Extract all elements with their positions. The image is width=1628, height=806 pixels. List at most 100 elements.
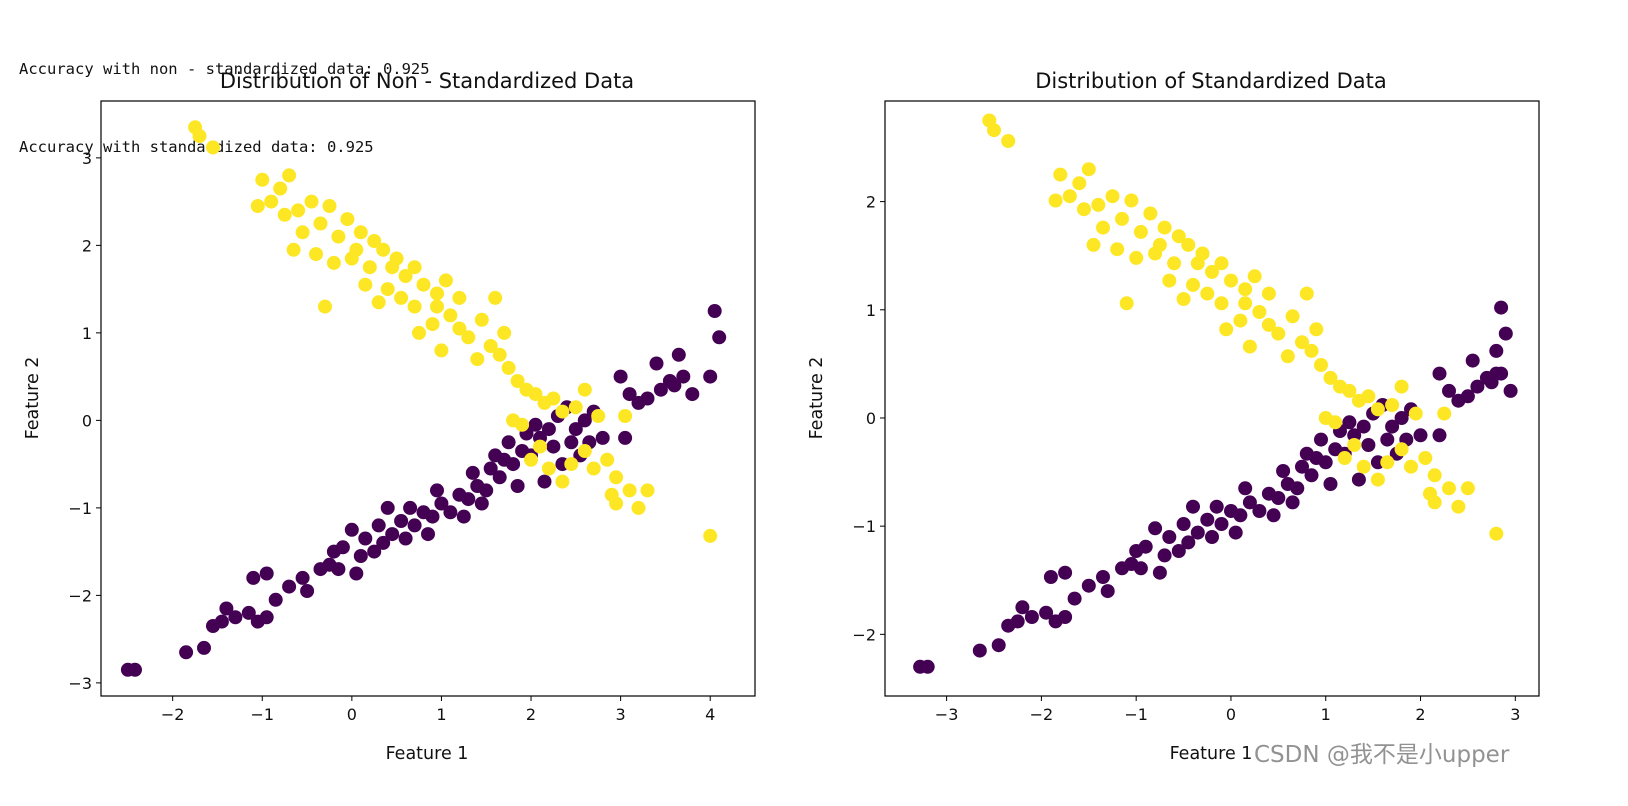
scatter-point-class-0 bbox=[1039, 605, 1054, 620]
scatter-point-class-0 bbox=[991, 638, 1006, 653]
y-axis-label: Feature 2 bbox=[23, 357, 43, 440]
scatter-point-class-0 bbox=[537, 474, 552, 489]
scatter-point-class-1 bbox=[591, 409, 606, 423]
scatter-point-class-1 bbox=[385, 260, 400, 275]
scatter-point-class-1 bbox=[1176, 292, 1191, 306]
x-tick-label: 2 bbox=[1415, 705, 1425, 724]
scatter-point-class-1 bbox=[1242, 339, 1257, 354]
scatter-point-class-0 bbox=[300, 584, 315, 598]
scatter-point-class-0 bbox=[1494, 300, 1509, 315]
x-tick-label: 1 bbox=[436, 705, 446, 724]
scatter-point-class-0 bbox=[1489, 343, 1504, 358]
scatter-points bbox=[120, 120, 727, 677]
scatter-point-class-1 bbox=[1190, 256, 1205, 271]
scatter-point-class-1 bbox=[362, 260, 377, 275]
scatter-point-class-0 bbox=[421, 527, 435, 542]
y-tick-label: −3 bbox=[68, 674, 92, 693]
scatter-point-class-1 bbox=[1408, 406, 1423, 421]
scatter-point-class-1 bbox=[371, 295, 386, 310]
scatter-point-class-1 bbox=[1385, 398, 1400, 412]
scatter-point-class-1 bbox=[577, 444, 592, 458]
scatter-point-class-1 bbox=[568, 400, 583, 415]
scatter-point-class-0 bbox=[1356, 419, 1371, 434]
scatter-point-class-0 bbox=[430, 483, 444, 498]
x-axis-label: Feature 1 bbox=[386, 744, 469, 764]
scatter-point-class-1 bbox=[1247, 269, 1262, 284]
scatter-point-class-0 bbox=[1385, 419, 1400, 434]
scatter-point-class-1 bbox=[318, 299, 332, 314]
scatter-point-class-1 bbox=[1129, 250, 1144, 265]
x-tick-label: −1 bbox=[250, 705, 274, 724]
scatter-point-class-0 bbox=[1361, 438, 1376, 452]
scatter-point-class-0 bbox=[1214, 517, 1229, 531]
scatter-point-class-1 bbox=[1224, 273, 1238, 288]
scatter-point-class-1 bbox=[1285, 309, 1300, 324]
scatter-point-class-1 bbox=[1219, 322, 1234, 337]
scatter-point-class-0 bbox=[1413, 428, 1428, 443]
scatter-point-class-1 bbox=[407, 260, 422, 275]
scatter-point-class-1 bbox=[510, 374, 525, 388]
x-tick-label: 0 bbox=[1226, 705, 1236, 724]
scatter-point-class-1 bbox=[497, 325, 512, 340]
scatter-point-class-1 bbox=[367, 234, 382, 248]
scatter-point-class-1 bbox=[277, 207, 292, 222]
x-tick-label: 3 bbox=[1510, 705, 1520, 724]
scatter-point-class-0 bbox=[1285, 495, 1300, 510]
scatter-point-class-1 bbox=[430, 299, 444, 314]
scatter-point-class-1 bbox=[546, 391, 561, 406]
scatter-point-class-0 bbox=[712, 330, 727, 345]
scatter-point-class-1 bbox=[326, 255, 341, 270]
scatter-point-class-0 bbox=[1058, 565, 1073, 580]
scatter-point-class-1 bbox=[1314, 358, 1328, 372]
scatter-point-class-1 bbox=[488, 290, 503, 305]
scatter-point-class-1 bbox=[206, 140, 220, 155]
scatter-point-class-1 bbox=[1427, 468, 1442, 483]
scatter-point-class-1 bbox=[1186, 277, 1200, 292]
scatter-point-class-0 bbox=[371, 518, 386, 533]
scatter-point-class-1 bbox=[322, 199, 337, 213]
scatter-point-class-1 bbox=[309, 247, 323, 262]
scatter-point-class-0 bbox=[228, 610, 243, 625]
scatter-point-class-1 bbox=[1380, 455, 1395, 470]
scatter-point-class-0 bbox=[1067, 591, 1082, 606]
scatter-point-class-1 bbox=[631, 500, 646, 515]
scatter-point-class-0 bbox=[407, 518, 422, 533]
scatter-point-class-0 bbox=[1096, 570, 1110, 584]
scatter-point-class-1 bbox=[313, 216, 328, 231]
scatter-point-class-0 bbox=[1233, 508, 1248, 523]
scatter-point-class-0 bbox=[219, 601, 234, 616]
scatter-point-class-0 bbox=[671, 347, 686, 362]
scatter-point-class-0 bbox=[640, 391, 655, 406]
scatter-point-class-1 bbox=[1096, 220, 1110, 235]
scatter-point-class-1 bbox=[349, 242, 364, 257]
y-axis-label: Feature 2 bbox=[807, 357, 827, 440]
y-tick-label: 2 bbox=[82, 236, 92, 255]
scatter-point-class-1 bbox=[416, 277, 431, 292]
scatter-point-class-1 bbox=[250, 199, 265, 213]
scatter-point-class-0 bbox=[443, 505, 458, 520]
scatter-point-class-1 bbox=[1356, 459, 1371, 474]
scatter-point-class-0 bbox=[1252, 504, 1267, 518]
scatter-point-class-0 bbox=[488, 448, 503, 463]
y-tick-label: −1 bbox=[68, 499, 92, 518]
scatter-point-class-0 bbox=[613, 369, 628, 384]
scatter-point-class-0 bbox=[1276, 464, 1291, 478]
scatter-point-class-0 bbox=[1442, 383, 1456, 398]
scatter-point-class-0 bbox=[1081, 578, 1096, 593]
scatter-point-class-0 bbox=[1015, 600, 1030, 615]
scatter-point-class-1 bbox=[192, 129, 207, 143]
scatter-point-class-0 bbox=[128, 662, 142, 677]
scatter-point-class-1 bbox=[1404, 459, 1418, 474]
scatter-point-class-0 bbox=[295, 570, 310, 585]
scatter-point-class-1 bbox=[1205, 264, 1219, 279]
scatter-point-class-0 bbox=[510, 479, 525, 493]
scatter-point-class-0 bbox=[1209, 499, 1224, 514]
scatter-point-class-1 bbox=[1295, 335, 1309, 350]
scatter-point-class-0 bbox=[546, 439, 561, 454]
scatter-point-class-0 bbox=[595, 430, 610, 445]
scatter-point-class-1 bbox=[282, 168, 297, 183]
scatter-point-class-0 bbox=[474, 496, 489, 511]
scatter-point-class-1 bbox=[358, 277, 373, 292]
scatter-point-class-0 bbox=[1323, 477, 1338, 491]
scatter-point-class-1 bbox=[1304, 343, 1319, 358]
